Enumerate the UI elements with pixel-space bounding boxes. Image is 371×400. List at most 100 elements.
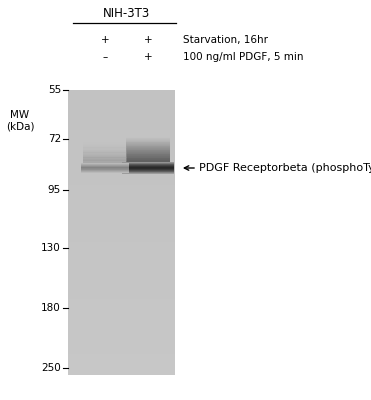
Bar — [68, 285, 175, 287]
Bar — [68, 204, 175, 206]
Bar — [68, 202, 175, 204]
Bar — [68, 159, 175, 161]
Bar — [68, 349, 175, 351]
Bar — [68, 95, 175, 97]
Text: 180: 180 — [41, 302, 61, 312]
Bar — [68, 128, 175, 130]
Bar — [68, 90, 175, 92]
Text: PDGF Receptorbeta (phosphoTyr771): PDGF Receptorbeta (phosphoTyr771) — [199, 163, 371, 173]
Bar — [68, 275, 175, 278]
Bar — [126, 160, 170, 164]
Bar — [126, 141, 170, 145]
Bar — [122, 164, 174, 165]
Bar — [68, 225, 175, 228]
Text: 55: 55 — [48, 85, 61, 95]
Bar — [83, 144, 127, 148]
Bar — [68, 142, 175, 145]
Bar — [68, 346, 175, 349]
Text: +: + — [101, 35, 109, 45]
Bar — [122, 162, 174, 163]
Bar — [68, 282, 175, 285]
Bar — [126, 138, 170, 142]
Bar — [68, 318, 175, 320]
Bar — [68, 168, 175, 171]
Text: 100 ng/ml PDGF, 5 min: 100 ng/ml PDGF, 5 min — [183, 52, 303, 62]
Bar — [68, 126, 175, 128]
Bar — [68, 121, 175, 123]
Bar — [68, 316, 175, 318]
Bar — [122, 173, 174, 174]
Bar — [81, 168, 129, 169]
Bar — [122, 167, 174, 168]
Bar — [126, 138, 170, 142]
Bar — [68, 308, 175, 311]
Bar — [68, 373, 175, 375]
Bar — [68, 206, 175, 209]
Bar — [126, 140, 170, 144]
Bar — [122, 169, 174, 170]
Text: 72: 72 — [48, 134, 61, 144]
Bar — [68, 190, 175, 192]
Text: MW
(kDa): MW (kDa) — [6, 110, 34, 132]
Bar — [126, 154, 170, 158]
Bar — [122, 163, 174, 164]
Bar — [83, 146, 127, 150]
Bar — [68, 332, 175, 335]
Bar — [68, 354, 175, 356]
Bar — [122, 166, 174, 167]
Bar — [68, 209, 175, 211]
Bar — [68, 297, 175, 299]
Bar — [68, 270, 175, 273]
Bar — [68, 299, 175, 301]
Bar — [122, 172, 174, 173]
Bar — [68, 242, 175, 244]
Bar — [68, 123, 175, 126]
Bar — [68, 164, 175, 166]
Bar — [122, 164, 174, 165]
Bar — [83, 159, 127, 163]
Bar — [126, 147, 170, 151]
Bar — [83, 160, 127, 164]
Bar — [68, 337, 175, 339]
Bar — [126, 152, 170, 156]
Bar — [68, 339, 175, 342]
Bar — [68, 194, 175, 197]
Bar — [68, 330, 175, 332]
Bar — [68, 280, 175, 282]
Bar — [126, 142, 170, 146]
Bar — [122, 163, 174, 164]
Bar — [68, 116, 175, 118]
Bar — [68, 273, 175, 275]
Bar — [68, 311, 175, 313]
Bar — [126, 149, 170, 153]
Bar — [68, 145, 175, 147]
Bar — [68, 109, 175, 111]
Bar — [68, 342, 175, 344]
Bar — [68, 178, 175, 180]
Bar — [122, 167, 174, 168]
Bar — [68, 301, 175, 304]
Bar — [122, 170, 174, 171]
Bar — [68, 259, 175, 261]
Bar — [126, 150, 170, 154]
Bar — [68, 230, 175, 232]
Bar — [83, 150, 127, 154]
Bar — [81, 165, 129, 166]
Bar — [68, 247, 175, 249]
Bar — [68, 370, 175, 373]
Bar — [122, 165, 174, 166]
Bar — [68, 180, 175, 183]
Bar — [126, 148, 170, 152]
Bar — [83, 148, 127, 152]
Bar — [68, 366, 175, 368]
Bar — [83, 142, 127, 146]
Bar — [68, 237, 175, 240]
Bar — [68, 199, 175, 202]
Bar — [83, 145, 127, 149]
Bar — [68, 161, 175, 164]
Bar — [68, 254, 175, 256]
Bar — [81, 172, 129, 173]
Bar — [122, 173, 174, 174]
Bar — [68, 292, 175, 294]
Bar — [68, 187, 175, 190]
